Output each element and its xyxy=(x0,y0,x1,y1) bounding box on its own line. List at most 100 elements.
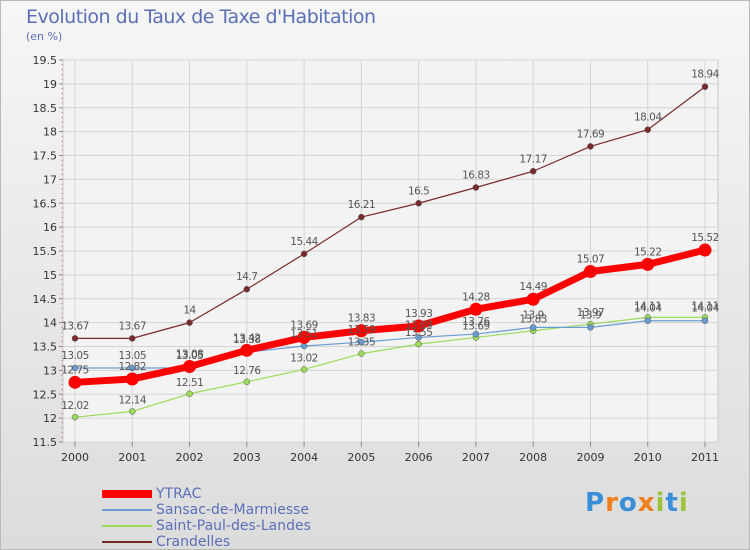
data-label: 14.04 xyxy=(634,303,662,315)
data-label: 13.83 xyxy=(519,314,547,326)
data-label: 13.55 xyxy=(405,327,433,339)
data-label: 12.14 xyxy=(118,394,146,406)
data-label: 16.5 xyxy=(408,185,429,197)
y-tick-label: 14.5 xyxy=(33,293,58,306)
y-tick-label: 15 xyxy=(43,269,57,282)
data-label: 17.17 xyxy=(519,153,547,165)
data-label: 15.07 xyxy=(577,254,605,266)
y-tick-label: 19 xyxy=(43,78,57,91)
data-label: 17.69 xyxy=(577,128,605,140)
data-label: 13.9 xyxy=(522,309,543,321)
data-point xyxy=(415,200,422,207)
y-tick-label: 17.5 xyxy=(33,150,58,163)
data-point xyxy=(186,390,193,398)
data-label: 12.51 xyxy=(176,377,204,389)
data-label: 13.83 xyxy=(348,313,376,325)
data-point xyxy=(641,257,655,271)
data-point xyxy=(125,372,139,386)
y-tick-label: 13 xyxy=(43,364,57,377)
data-label: 12.02 xyxy=(61,400,89,412)
data-label: 13.35 xyxy=(348,337,376,349)
data-point xyxy=(71,413,79,421)
data-label: 13.38 xyxy=(233,334,261,346)
chart-legend: YTRAC Sansac-de-Marmiesse Saint-Paul-des-L… xyxy=(102,486,311,550)
x-tick-label: 2005 xyxy=(347,451,375,464)
legend-item: Crandelles xyxy=(102,534,311,550)
y-tick-label: 13.5 xyxy=(33,341,58,354)
x-tick-label: 2000 xyxy=(61,451,89,464)
data-label: 13.9 xyxy=(580,309,601,321)
y-tick-label: 16.5 xyxy=(33,197,58,210)
data-label: 13.02 xyxy=(290,352,318,364)
data-label: 13.67 xyxy=(118,320,146,332)
data-point xyxy=(358,350,365,357)
y-tick-label: 18 xyxy=(43,126,57,139)
data-label: 13.05 xyxy=(176,350,204,362)
data-point xyxy=(129,364,136,372)
series-line-3 xyxy=(75,86,706,339)
x-tick-label: 2004 xyxy=(290,451,318,464)
chart-title: Evolution du Taux de Taxe d'Habitation xyxy=(26,6,376,28)
legend-item: YTRAC xyxy=(102,486,311,502)
data-label: 13.05 xyxy=(61,350,89,362)
y-tick-label: 18.5 xyxy=(33,102,58,115)
legend-item: Sansac-de-Marmiesse xyxy=(102,502,311,518)
x-tick-label: 2002 xyxy=(176,451,204,464)
data-point xyxy=(68,375,82,389)
data-label: 13.76 xyxy=(462,316,490,328)
data-point xyxy=(644,126,651,133)
x-tick-label: 2008 xyxy=(519,451,547,464)
x-tick-label: 2011 xyxy=(691,451,719,464)
data-point xyxy=(587,143,594,150)
data-point xyxy=(472,184,480,191)
y-tick-label: 12.5 xyxy=(33,388,58,401)
data-label: 12.75 xyxy=(61,364,89,376)
data-point xyxy=(698,243,712,257)
data-point xyxy=(644,317,651,324)
data-point xyxy=(587,324,594,331)
data-point xyxy=(300,366,308,373)
data-point xyxy=(129,408,136,415)
legend-label: Saint-Paul-des-Landes xyxy=(156,518,311,534)
legend-label: Crandelles xyxy=(156,534,231,550)
data-point xyxy=(354,324,368,338)
data-label: 14 xyxy=(183,305,196,317)
data-point xyxy=(243,285,251,293)
proxiti-logo: Proxiti xyxy=(585,488,689,518)
data-point xyxy=(186,319,193,326)
data-label: 13.42 xyxy=(233,332,261,344)
data-point xyxy=(415,340,422,348)
data-point xyxy=(529,168,537,175)
data-label: 13.69 xyxy=(462,320,490,332)
data-point xyxy=(243,378,251,386)
data-point xyxy=(415,334,422,341)
data-point xyxy=(701,83,709,90)
data-label: 15.22 xyxy=(634,246,662,258)
data-label: 13.69 xyxy=(290,319,318,331)
data-point xyxy=(529,324,537,331)
data-point xyxy=(240,343,254,357)
data-label: 14.11 xyxy=(634,300,662,312)
data-label: 12.82 xyxy=(118,361,146,373)
data-label: 12.76 xyxy=(233,365,261,377)
y-tick-label: 11.5 xyxy=(33,436,58,449)
data-label: 13.93 xyxy=(405,308,433,320)
y-tick-label: 17 xyxy=(43,173,57,186)
data-point xyxy=(701,317,709,324)
legend-item: Saint-Paul-des-Landes xyxy=(102,518,311,534)
data-point xyxy=(129,335,136,342)
data-label: 13.59 xyxy=(348,324,376,336)
legend-swatch xyxy=(102,541,152,543)
data-label: 16.21 xyxy=(348,199,376,211)
y-tick-label: 19.5 xyxy=(33,54,58,67)
data-label: 13.51 xyxy=(290,328,318,340)
data-point xyxy=(71,335,79,342)
data-label: 14.49 xyxy=(519,281,547,293)
data-label: 13.69 xyxy=(405,319,433,331)
data-point xyxy=(297,330,311,344)
x-tick-label: 2001 xyxy=(118,451,146,464)
data-label: 13.67 xyxy=(61,320,89,332)
data-label: 15.52 xyxy=(691,232,719,244)
chart-unit-label: (en %) xyxy=(26,30,63,43)
